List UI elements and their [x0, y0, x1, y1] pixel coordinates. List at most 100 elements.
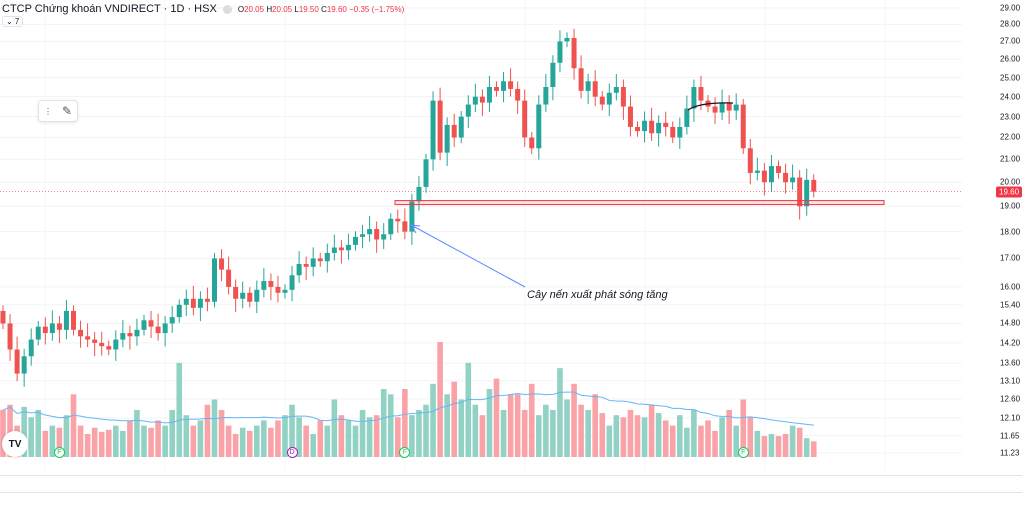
price-tick: 14.20 [1000, 338, 1021, 348]
candle-body [360, 234, 366, 237]
volume-bar [352, 425, 359, 457]
candle-body [494, 87, 499, 91]
candle-body [740, 104, 746, 149]
symbol-title[interactable]: CTCP Chứng khoán VNDIRECT · 1D · HSX [2, 3, 217, 15]
price-tick: 24.00 [1000, 92, 1021, 102]
financials-event-icon[interactable]: F [53, 447, 65, 458]
volume-bar [225, 425, 232, 457]
candle-body [162, 323, 168, 334]
candle-body [451, 124, 457, 138]
candle-body [324, 252, 330, 262]
volume-bar [77, 425, 84, 457]
candle-body [776, 166, 781, 173]
candle-body [747, 148, 753, 173]
volume-bar [254, 425, 260, 457]
candle-body [240, 292, 246, 299]
candle-body [811, 179, 817, 192]
price-chart[interactable] [0, 0, 962, 470]
volume-ma-line [2, 391, 814, 426]
volume-bar [528, 383, 535, 457]
candle-body [395, 218, 401, 222]
dividend-event-icon[interactable]: D [286, 447, 298, 458]
candle-body [353, 236, 358, 245]
candle-body [141, 320, 147, 330]
candle-body [719, 102, 725, 113]
volume-bar [472, 404, 479, 457]
volume-bar [775, 436, 782, 457]
volume-bar [479, 415, 486, 457]
volume-bar [754, 430, 761, 457]
candle-body [529, 137, 535, 149]
candle-body [613, 87, 619, 93]
price-tick: 16.00 [1000, 282, 1021, 292]
last-price-tag: 19.60 [996, 186, 1022, 198]
candle-body [233, 286, 239, 299]
volume-bar [500, 409, 507, 457]
candle-body [557, 41, 563, 63]
candle-body [99, 342, 105, 347]
volume-bar [705, 420, 711, 457]
price-tick: 20.00 [1000, 177, 1021, 187]
volume-bar [810, 441, 817, 457]
price-tick: 12.10 [1000, 413, 1021, 423]
volume-bar [49, 425, 56, 457]
volume-bar [303, 425, 309, 457]
candle-body [698, 87, 704, 101]
volume-bar [789, 425, 796, 457]
volume-bar [296, 417, 302, 457]
volume-bar [669, 425, 676, 457]
volume-bar [176, 362, 183, 457]
volume-bar [641, 417, 648, 457]
candle-body [684, 108, 690, 127]
volume-bar [155, 420, 161, 457]
volume-bar [395, 417, 401, 457]
candle-body [247, 292, 253, 302]
financials-event-icon[interactable]: F [737, 447, 749, 458]
candle-body [212, 258, 217, 302]
volume-bar [493, 378, 500, 457]
price-tick: 25.00 [1000, 73, 1021, 83]
volume-bar [684, 427, 690, 457]
volume-bar [402, 389, 408, 457]
volume-bar [578, 404, 584, 457]
candle-body [7, 323, 13, 350]
volume-bar [507, 394, 514, 457]
candle-body [522, 100, 528, 138]
indicators-collapse-button[interactable]: ⌄ 7 [2, 16, 24, 27]
divider [0, 492, 1022, 493]
volume-bar [726, 409, 732, 457]
annotation-text[interactable]: Cây nến xuất phát sóng tăng [527, 289, 668, 301]
candle-body [254, 289, 260, 302]
candle-body [42, 326, 48, 334]
tradingview-logo[interactable]: TV [2, 431, 28, 457]
volume-bar [423, 404, 429, 457]
symbol-legend: CTCP Chứng khoán VNDIRECT · 1D · HSX O20… [2, 3, 404, 15]
candle-body [56, 323, 62, 330]
candle-body [113, 339, 119, 350]
price-tick: 18.00 [1000, 227, 1021, 237]
volume-bar [691, 409, 697, 457]
drawing-toolbar[interactable]: ⋮ ✎ [38, 100, 78, 122]
volume-bar [550, 409, 556, 457]
pencil-icon[interactable]: ✎ [61, 104, 73, 118]
price-axis[interactable]: 29.00 28.00 27.00 26.00 25.00 24.00 23.00 22.00… [962, 0, 1022, 470]
volume-bar [261, 420, 267, 457]
volume-bar [782, 434, 789, 457]
financials-event-icon[interactable]: F [399, 447, 411, 458]
price-tick: 11.23 [1000, 448, 1020, 458]
candle-body [190, 298, 196, 308]
volume-bar [282, 415, 288, 457]
candle-body [49, 323, 55, 334]
volume-bar [148, 427, 154, 457]
candle-body [374, 229, 380, 240]
candle-body [71, 310, 76, 330]
candle-body [381, 234, 387, 240]
volume-bar [536, 415, 542, 457]
bottom-panel [0, 475, 1022, 517]
volume-bar [613, 415, 620, 457]
candle-body [761, 170, 767, 183]
drag-handle-icon[interactable]: ⋮ [43, 106, 52, 116]
candle-body [416, 186, 422, 202]
volume-bar [331, 399, 338, 457]
candle-body [63, 310, 69, 330]
